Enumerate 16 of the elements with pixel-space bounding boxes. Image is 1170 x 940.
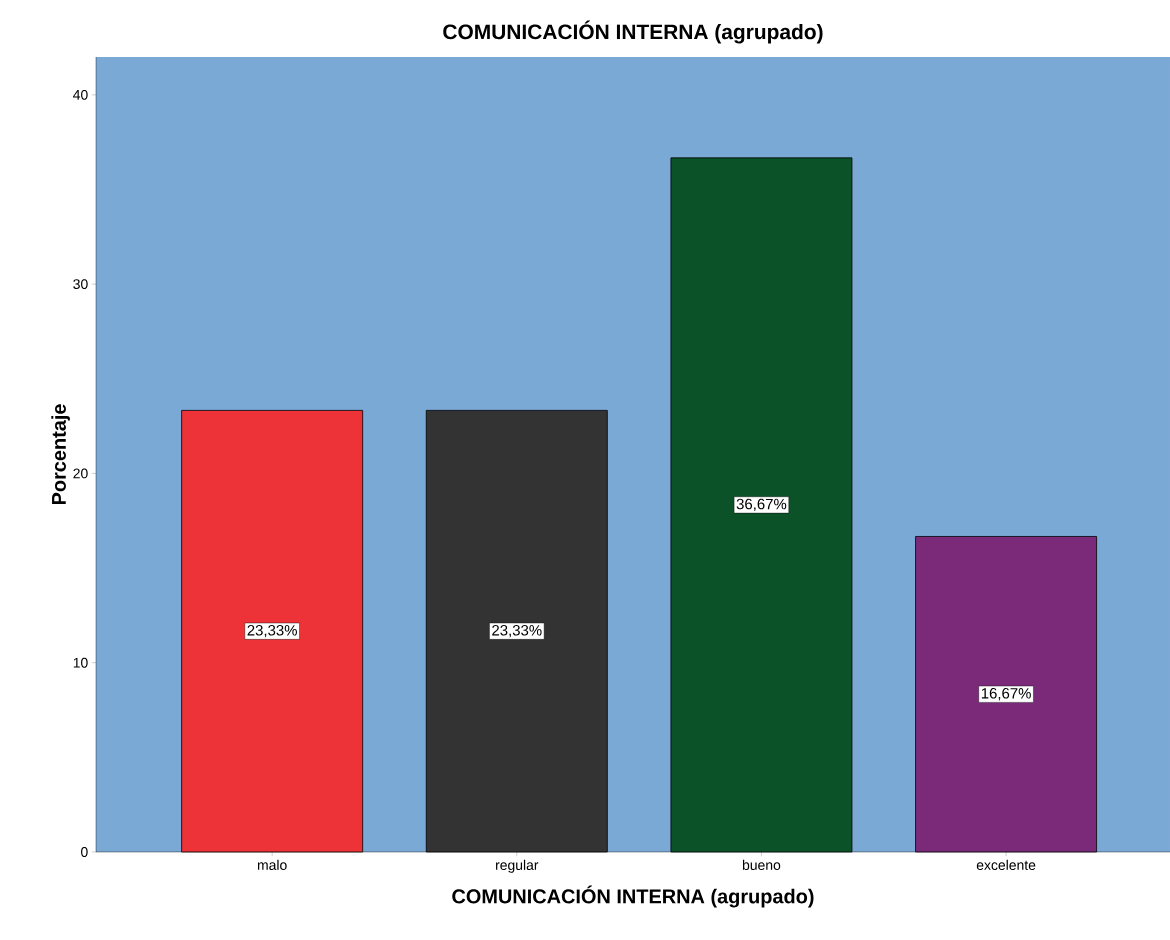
chart-title: COMUNICACIÓN INTERNA (agrupado) <box>443 20 823 44</box>
y-tick-label: 40 <box>73 89 88 100</box>
data-label: 23,33% <box>492 625 542 638</box>
data-label: 23,33% <box>247 625 297 638</box>
x-axis-title: COMUNICACIÓN INTERNA (agrupado) <box>452 885 814 908</box>
y-tick-label: 20 <box>73 468 88 479</box>
x-tick-label: regular <box>496 859 539 873</box>
data-label: 16,67% <box>981 688 1031 701</box>
y-axis-title: Porcentaje <box>51 404 70 505</box>
y-tick-label: 0 <box>81 847 88 857</box>
x-tick-label: excelente <box>976 859 1036 870</box>
y-tick-label: 30 <box>73 279 88 290</box>
y-tick-label: 10 <box>73 657 88 668</box>
x-tick-label: bueno <box>742 859 781 870</box>
data-label: 36,67% <box>736 498 787 512</box>
x-tick-label: malo <box>257 859 287 870</box>
